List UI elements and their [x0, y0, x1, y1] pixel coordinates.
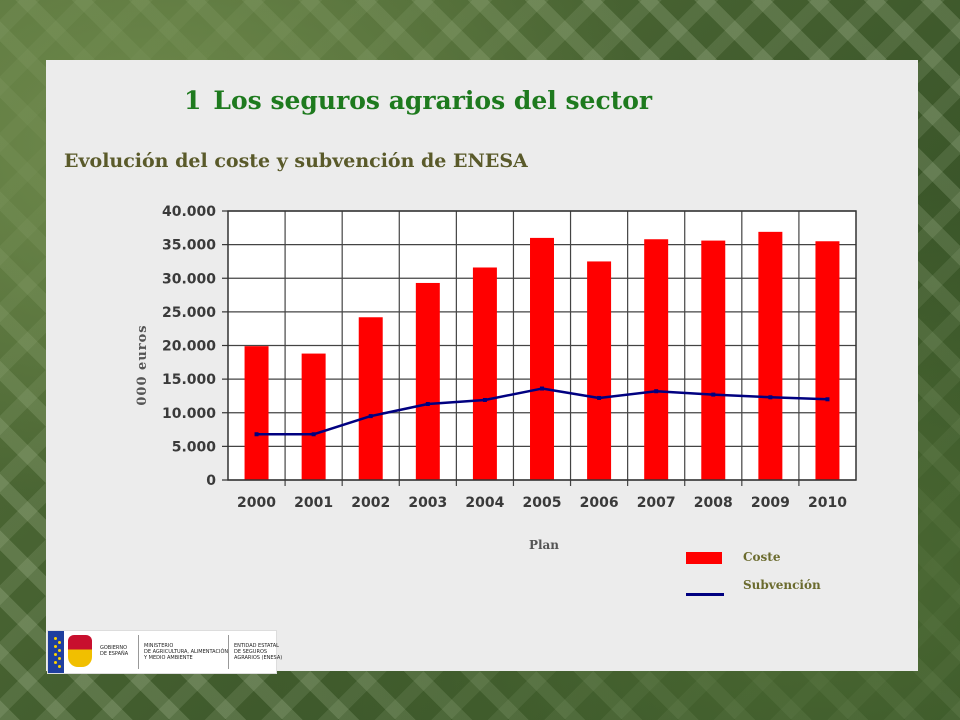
- y-tick-label: 40.000: [162, 204, 216, 220]
- subvencion-point: [711, 392, 716, 397]
- x-tick-label: 2010: [808, 495, 847, 511]
- logo-ministerio-text: MINISTERIO DE AGRICULTURA, ALIMENTACIÓN …: [144, 643, 229, 661]
- coste-bar: [301, 353, 326, 480]
- legend-subvencion-swatch: [686, 593, 724, 596]
- logo-gobierno-text: GOBIERNO DE ESPAÑA: [100, 645, 129, 657]
- chart-subtitle: Evolución del coste y subvención de ENES…: [64, 150, 528, 172]
- y-tick-label: 35.000: [162, 238, 216, 254]
- y-tick-label: 25.000: [162, 305, 216, 321]
- coste-bar: [701, 240, 726, 480]
- x-tick-label: 2003: [408, 495, 447, 511]
- logo-entidad-text: ENTIDAD ESTATAL DE SEGUROS AGRARIOS (ENE…: [234, 643, 283, 661]
- plot-frame: [227, 210, 857, 481]
- x-tick-label: 2002: [351, 495, 390, 511]
- subvencion-point: [254, 432, 259, 437]
- subvencion-point: [425, 402, 430, 407]
- eu-flag-icon: [48, 631, 64, 673]
- coste-bar: [358, 317, 383, 480]
- x-tick-label: 2008: [694, 495, 733, 511]
- slide-title-text: Los seguros agrarios del sector: [213, 86, 653, 115]
- legend-subvencion-label: Subvención: [743, 578, 821, 592]
- y-tick-label: 5.000: [172, 439, 217, 455]
- subvencion-point: [311, 432, 316, 437]
- coste-bar: [758, 231, 783, 480]
- y-tick-label: 20.000: [162, 339, 216, 355]
- y-axis-label: 000 euros: [135, 324, 150, 405]
- subvencion-line-group: [254, 386, 830, 437]
- subvencion-point: [368, 414, 373, 419]
- x-tick-label: 2005: [523, 495, 562, 511]
- y-tick-labels: 0 5.000 10.000 15.000 20.000 25.000 30.000 35.0…: [162, 204, 216, 489]
- y-tick-label: 0: [206, 473, 216, 489]
- x-tick-label: 2007: [637, 495, 676, 511]
- x-tick-label: 2001: [294, 495, 333, 511]
- x-tick-label: 2009: [751, 495, 790, 511]
- coste-bar: [244, 346, 269, 480]
- coste-bar: [530, 237, 554, 480]
- logo-separator: [138, 635, 139, 669]
- subvencion-point: [825, 397, 830, 402]
- logo-separator: [228, 635, 229, 669]
- coat-of-arms-icon: [68, 635, 92, 667]
- legend-coste-label: Coste: [743, 550, 781, 564]
- x-tick-label: 2000: [237, 495, 276, 511]
- x-tick-label: 2006: [580, 495, 619, 511]
- subvencion-point: [482, 397, 487, 402]
- slide-number: 1: [184, 86, 202, 115]
- y-tick-label: 30.000: [162, 271, 216, 287]
- subvencion-point: [540, 386, 544, 391]
- subvencion-point: [768, 395, 773, 400]
- x-tick-labels: 2000 2001 2002 2003 2004 2005 2006 2007 2008 2009…: [237, 495, 847, 511]
- subvencion-point: [597, 395, 602, 400]
- coste-bar: [644, 239, 669, 480]
- coste-bar: [815, 241, 840, 480]
- government-logo-strip: GOBIERNO DE ESPAÑA MINISTERIO DE AGRICUL…: [47, 630, 282, 674]
- subvencion-point: [654, 389, 659, 394]
- legend-coste-swatch: [686, 552, 722, 564]
- x-tick-label: 2004: [465, 495, 504, 511]
- x-axis-label: Plan: [529, 538, 559, 552]
- y-tick-label: 10.000: [162, 406, 216, 422]
- coste-bar: [472, 267, 497, 480]
- slide-title: 1 Los seguros agrarios del sector: [184, 86, 652, 115]
- coste-bar: [415, 282, 440, 480]
- y-tick-label: 15.000: [162, 372, 216, 388]
- coste-bars: [244, 231, 840, 480]
- coste-bar: [587, 261, 612, 480]
